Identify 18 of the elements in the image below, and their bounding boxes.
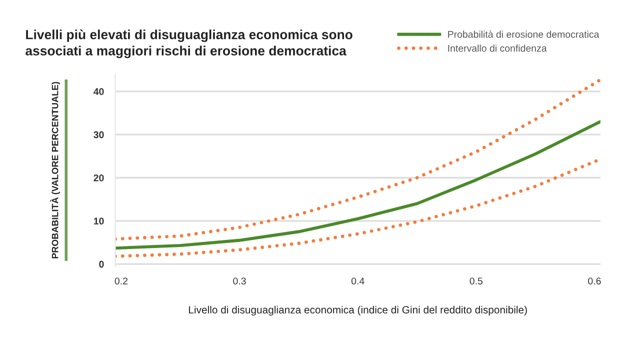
y-tick-label: 40 xyxy=(94,88,104,96)
x-axis-title: Livello di disuguaglianza economica (indice di Gini del reddito disponibile) xyxy=(189,306,527,316)
y-tick-label: 30 xyxy=(94,131,104,138)
legend-label: Intervallo di confidenza xyxy=(448,44,547,52)
x-tick-label: 0.6 xyxy=(588,278,601,284)
x-tick-label: 0.2 xyxy=(114,278,128,284)
line-series xyxy=(115,158,600,258)
x-tick-label: 0.3 xyxy=(233,278,246,284)
x-tick-label: 0.5 xyxy=(470,278,483,284)
legend-label: Probabilità di erosione democratica xyxy=(448,30,600,38)
y-tick-label: 10 xyxy=(94,218,104,225)
y-tick-label: 20 xyxy=(94,174,104,182)
x-tick-label: 0.4 xyxy=(351,278,364,284)
y-tick-label: 0 xyxy=(99,260,104,268)
line-series xyxy=(115,120,600,250)
chart-title: Livelli più elevati di disuguaglianza economica sono associati a maggiori rischi di erosione democratica xyxy=(26,29,352,58)
line-series xyxy=(115,78,600,241)
y-axis-title: PROBABILITÀ (VALORE PERCENTUALE) xyxy=(50,82,60,258)
